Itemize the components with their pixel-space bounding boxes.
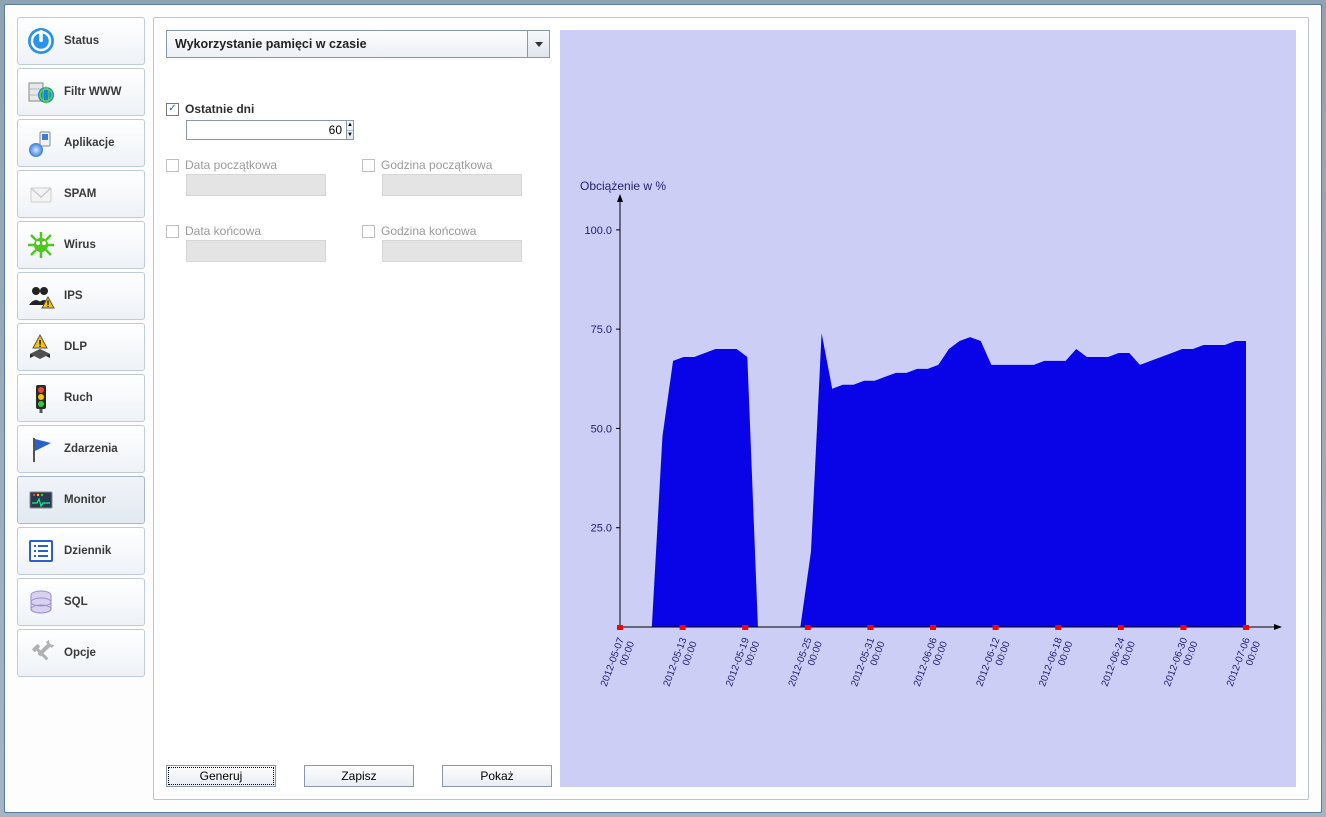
sidebar-item-label: SQL bbox=[64, 596, 88, 608]
sidebar-item-label: Zdarzenia bbox=[64, 443, 118, 455]
sidebar-item-label: DLP bbox=[64, 341, 87, 353]
generate-button[interactable]: Generuj bbox=[166, 765, 276, 787]
sidebar-item-dlp[interactable]: ! DLP bbox=[17, 323, 145, 371]
start-time-input bbox=[382, 174, 522, 196]
end-time-input bbox=[382, 240, 522, 262]
sidebar: Status Filtr WWW Aplikacje SPAM bbox=[17, 17, 145, 800]
list-icon bbox=[24, 534, 58, 568]
last-days-input[interactable] bbox=[186, 120, 347, 140]
sidebar-item-label: Monitor bbox=[64, 494, 106, 506]
end-date-input bbox=[186, 240, 326, 262]
svg-text:!: ! bbox=[38, 339, 41, 350]
end-date-checkbox[interactable] bbox=[166, 225, 179, 238]
save-button[interactable]: Zapisz bbox=[304, 765, 414, 787]
sidebar-item-spam[interactable]: SPAM bbox=[17, 170, 145, 218]
sidebar-item-ips[interactable]: ! IPS bbox=[17, 272, 145, 320]
virus-icon bbox=[24, 228, 58, 262]
report-type-dropdown[interactable]: Wykorzystanie pamięci w czasie bbox=[166, 30, 550, 58]
sidebar-item-label: Wirus bbox=[64, 239, 96, 251]
sidebar-item-label: Aplikacje bbox=[64, 137, 115, 149]
last-days-spinner[interactable]: ▲ ▼ bbox=[186, 120, 326, 140]
sidebar-item-status[interactable]: Status bbox=[17, 17, 145, 65]
start-date-label: Data początkowa bbox=[185, 158, 277, 172]
spinner-up[interactable]: ▲ bbox=[347, 121, 353, 131]
sidebar-item-label: Dziennik bbox=[64, 545, 111, 557]
sidebar-item-label: Opcje bbox=[64, 647, 96, 659]
sidebar-item-options[interactable]: Opcje bbox=[17, 629, 145, 677]
end-date-label: Data końcowa bbox=[185, 224, 261, 238]
end-time-checkbox[interactable] bbox=[362, 225, 375, 238]
sidebar-item-www-filter[interactable]: Filtr WWW bbox=[17, 68, 145, 116]
sidebar-item-events[interactable]: Zdarzenia bbox=[17, 425, 145, 473]
app-window: Status Filtr WWW Aplikacje SPAM bbox=[4, 4, 1322, 813]
sidebar-item-label: Filtr WWW bbox=[64, 86, 121, 98]
svg-text:100.0: 100.0 bbox=[584, 225, 612, 237]
sidebar-item-log[interactable]: Dziennik bbox=[17, 527, 145, 575]
sidebar-item-label: Ruch bbox=[64, 392, 93, 404]
last-days-row: ✓ Ostatnie dni bbox=[166, 102, 550, 116]
svg-text:75.0: 75.0 bbox=[591, 324, 612, 336]
start-date-checkbox[interactable] bbox=[166, 159, 179, 172]
end-time-label: Godzina końcowa bbox=[381, 224, 476, 238]
tools-icon bbox=[24, 636, 58, 670]
svg-text:Obciążenie w %: Obciążenie w % bbox=[580, 179, 666, 193]
sidebar-item-label: SPAM bbox=[64, 188, 96, 200]
users-alert-icon: ! bbox=[24, 279, 58, 313]
show-button[interactable]: Pokaż bbox=[442, 765, 552, 787]
globe-firewall-icon bbox=[24, 75, 58, 109]
last-days-label: Ostatnie dni bbox=[185, 102, 254, 116]
spinner-down[interactable]: ▼ bbox=[347, 131, 353, 140]
start-time-label: Godzina początkowa bbox=[381, 158, 492, 172]
sidebar-item-traffic[interactable]: Ruch bbox=[17, 374, 145, 422]
sidebar-item-label: IPS bbox=[64, 290, 83, 302]
book-alert-icon: ! bbox=[24, 330, 58, 364]
sidebar-item-applications[interactable]: Aplikacje bbox=[17, 119, 145, 167]
controls-column: Wykorzystanie pamięci w czasie ✓ Ostatni… bbox=[166, 30, 550, 787]
sidebar-item-monitor[interactable]: Monitor bbox=[17, 476, 145, 524]
sidebar-item-sql[interactable]: SQL bbox=[17, 578, 145, 626]
database-icon bbox=[24, 585, 58, 619]
traffic-light-icon bbox=[24, 381, 58, 415]
last-days-checkbox[interactable]: ✓ bbox=[166, 103, 179, 116]
flag-icon bbox=[24, 432, 58, 466]
monitor-icon bbox=[24, 483, 58, 517]
start-date-input bbox=[186, 174, 326, 196]
chart-area: Obciążenie w %25.050.075.0100.02012-05-0… bbox=[560, 30, 1296, 787]
memory-usage-chart: Obciążenie w %25.050.075.0100.02012-05-0… bbox=[560, 30, 1296, 787]
main-panel: Wykorzystanie pamięci w czasie ✓ Ostatni… bbox=[153, 17, 1309, 800]
sidebar-item-label: Status bbox=[64, 35, 99, 47]
start-time-checkbox[interactable] bbox=[362, 159, 375, 172]
svg-text:!: ! bbox=[47, 299, 50, 309]
dropdown-toggle-button[interactable] bbox=[527, 31, 549, 57]
apps-icon bbox=[24, 126, 58, 160]
chevron-down-icon bbox=[535, 42, 543, 47]
dropdown-selected-text: Wykorzystanie pamięci w czasie bbox=[167, 37, 527, 51]
svg-text:50.0: 50.0 bbox=[591, 423, 612, 435]
envelope-icon bbox=[24, 177, 58, 211]
power-icon bbox=[24, 24, 58, 58]
sidebar-item-virus[interactable]: Wirus bbox=[17, 221, 145, 269]
svg-text:25.0: 25.0 bbox=[591, 523, 612, 535]
